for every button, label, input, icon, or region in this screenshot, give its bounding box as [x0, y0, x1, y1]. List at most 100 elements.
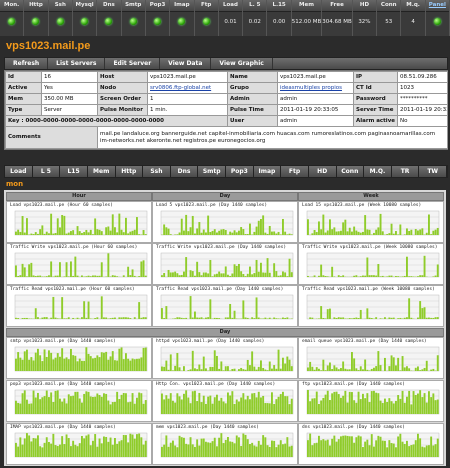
graph-panel: mem vps1023.mail.pe (Day 1440 samples) — [152, 423, 298, 465]
view-data-button[interactable]: View Data — [160, 58, 212, 69]
tab-imap[interactable]: Imap — [253, 166, 282, 177]
edit-server-button[interactable]: Edit Server — [105, 58, 161, 69]
graph-bar — [244, 317, 247, 319]
graph-bar — [322, 317, 325, 319]
tab-ftp[interactable]: Ftp — [281, 166, 309, 177]
graph-bar — [375, 392, 378, 414]
tab-smtp[interactable]: Smtp — [198, 166, 226, 177]
info-value: 350.00 MB — [41, 93, 98, 105]
graph-bar — [260, 360, 262, 371]
graph-bar — [414, 229, 417, 235]
tab-mem[interactable]: Mem — [87, 166, 116, 177]
graph-panel: Traffic Write vps1023.mail.pe (Week 1008… — [298, 243, 444, 285]
tab-http[interactable]: Http — [115, 166, 144, 177]
graph-panel: ftp vps1023.mail.pe (Day 1440 samples) — [298, 380, 444, 422]
graph-bar — [17, 318, 20, 319]
graph-bar — [114, 227, 116, 235]
tab-conn[interactable]: Conn — [336, 166, 365, 177]
info-row: Id 16 Host vps1023.mail.pe Name vps1023.… — [5, 71, 448, 83]
graph-bar — [397, 276, 400, 277]
status-label: Dns — [97, 0, 121, 12]
panel-link[interactable]: Panel — [425, 0, 450, 12]
graph-bar — [224, 230, 227, 235]
graph-bar — [100, 352, 103, 371]
tab-tr[interactable]: TR — [391, 166, 420, 177]
graph-bar — [163, 273, 166, 277]
tab-tw[interactable]: TW — [419, 166, 447, 177]
graph-bar — [87, 391, 90, 414]
graph-bar — [229, 395, 232, 414]
graph-bar — [432, 445, 435, 457]
tab-ssh[interactable]: Ssh — [143, 166, 171, 177]
graph-bar — [375, 275, 378, 277]
graph-bar — [434, 400, 437, 414]
graph-bar — [54, 357, 57, 371]
tab-l5[interactable]: L 5 — [32, 166, 61, 177]
tab-l15[interactable]: L15 — [60, 166, 88, 177]
graph-bar — [37, 275, 39, 277]
info-key: Id — [5, 71, 42, 83]
graph-bar — [74, 355, 77, 371]
graph-bar — [76, 446, 79, 457]
graph-bar — [32, 360, 35, 371]
graph-bar — [318, 275, 320, 277]
graph-bar — [419, 438, 422, 457]
graph-bar — [98, 275, 101, 277]
refresh-button[interactable]: Refresh — [5, 58, 49, 69]
graph-bar — [324, 440, 327, 457]
graph-bar — [167, 228, 170, 235]
graph-bar — [397, 395, 400, 414]
graph-title: mem vps1023.mail.pe (Day 1440 samples) — [156, 425, 259, 430]
tab-load[interactable]: Load — [5, 166, 33, 177]
graph-bar — [337, 369, 340, 371]
graph-bar — [388, 275, 391, 277]
graph-bar — [70, 446, 72, 457]
info-key: IP — [353, 71, 398, 83]
graph-bar — [116, 360, 119, 371]
graph-bar — [144, 317, 147, 319]
graph-bar — [282, 218, 284, 235]
graph-bar — [23, 232, 26, 235]
tab-pop3[interactable]: Pop3 — [226, 166, 254, 177]
view-graphic-button[interactable]: View Graphic — [211, 58, 273, 69]
graph-bar — [98, 357, 101, 371]
graph-bar — [423, 367, 426, 371]
graph-bar — [45, 276, 48, 277]
graph-bar — [337, 275, 340, 277]
status-label: Imap — [170, 0, 194, 12]
graph-plot — [160, 252, 294, 278]
graph-bar — [96, 317, 99, 319]
graph-bar — [288, 233, 291, 235]
tab-mq[interactable]: M.Q. — [364, 166, 392, 177]
graph-bar — [290, 272, 293, 277]
graph-bar — [213, 397, 216, 414]
graph-bar — [315, 442, 318, 457]
graph-bar — [34, 276, 37, 277]
tab-hd[interactable]: HD — [308, 166, 337, 177]
graph-bar — [209, 366, 212, 371]
graph-bar — [41, 397, 44, 414]
graph-bar — [417, 276, 419, 277]
comments-value: mail.pe landaluce.org bannerguide.net ca… — [97, 126, 448, 149]
list-servers-button[interactable]: List Servers — [48, 58, 106, 69]
graph-bar — [161, 366, 163, 371]
graph-bar — [251, 442, 254, 457]
tab-dns[interactable]: Dns — [170, 166, 199, 177]
graph-bar — [28, 359, 31, 371]
graph-bar — [194, 233, 196, 235]
graph-bar — [220, 361, 223, 371]
graph-bar — [67, 394, 70, 414]
info-key: Grupo — [227, 82, 278, 94]
graph-bar — [326, 365, 329, 371]
graph-bar — [52, 233, 55, 235]
graph-bar — [94, 434, 97, 457]
graph-bar — [353, 317, 356, 319]
graph-bar — [386, 234, 389, 235]
graph-bar — [140, 317, 143, 319]
nodo-link[interactable]: srv0806.ftp-global.net — [147, 82, 228, 94]
grupo-link[interactable]: ideasmultiples propios — [277, 82, 354, 94]
graph-plot — [160, 389, 294, 415]
graph-bar — [103, 436, 105, 457]
graph-bar — [65, 262, 68, 277]
graph-bar — [288, 359, 291, 371]
